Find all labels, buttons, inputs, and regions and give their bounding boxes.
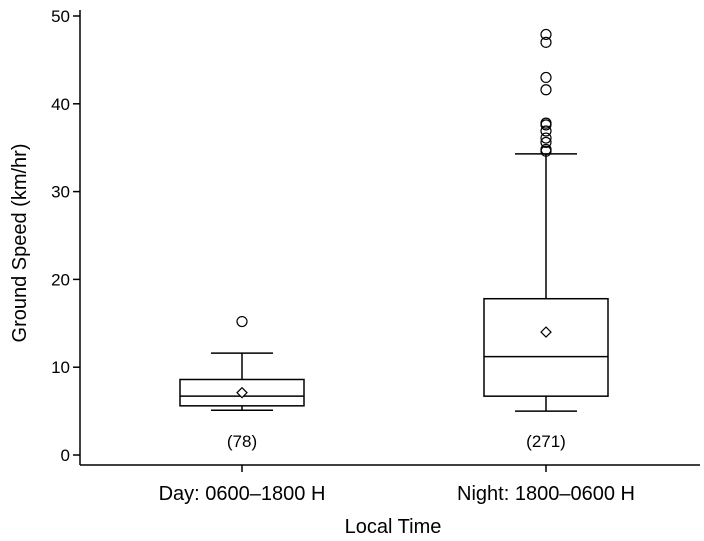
box-groups: Day: 0600–1800 H (78) Night: 1800–0600 H (2… — [159, 28, 635, 505]
axes — [79, 10, 700, 466]
y-tick-label: 30 — [51, 183, 70, 202]
box-iqr — [179, 378, 305, 407]
box-iqr — [483, 297, 609, 397]
y-tick-label: 20 — [51, 270, 70, 289]
y-tick-label: 10 — [51, 358, 70, 377]
sample-size-label: (78) — [227, 432, 257, 451]
y-axis-title: Ground Speed (km/hr) — [9, 144, 31, 343]
outlier-point — [540, 36, 552, 48]
mean-marker — [236, 386, 248, 399]
outlier-point — [540, 143, 552, 156]
box-group: Night: 1800–0600 H (271) — [457, 28, 635, 505]
outlier-point — [236, 315, 248, 328]
x-tick-label: Day: 0600–1800 H — [159, 483, 326, 505]
outlier-point — [540, 28, 552, 41]
outlier-point — [540, 136, 552, 149]
outlier-point — [540, 125, 552, 137]
box-group: Day: 0600–1800 H (78) — [159, 315, 326, 505]
y-tick-label: 50 — [51, 7, 70, 26]
sample-size-label: (271) — [526, 432, 566, 451]
outlier-point — [540, 84, 552, 96]
mean-marker — [540, 326, 552, 338]
outlier-point — [540, 132, 552, 144]
y-tick-label: 0 — [61, 446, 70, 465]
y-tick-label: 40 — [51, 95, 70, 114]
outlier-point — [540, 117, 552, 129]
x-axis-title: Local Time — [345, 516, 442, 538]
y-axis-ticks: 0 10 20 30 40 50 — [51, 7, 80, 465]
x-tick-label: Night: 1800–0600 H — [457, 483, 635, 505]
outlier-point — [540, 71, 552, 84]
